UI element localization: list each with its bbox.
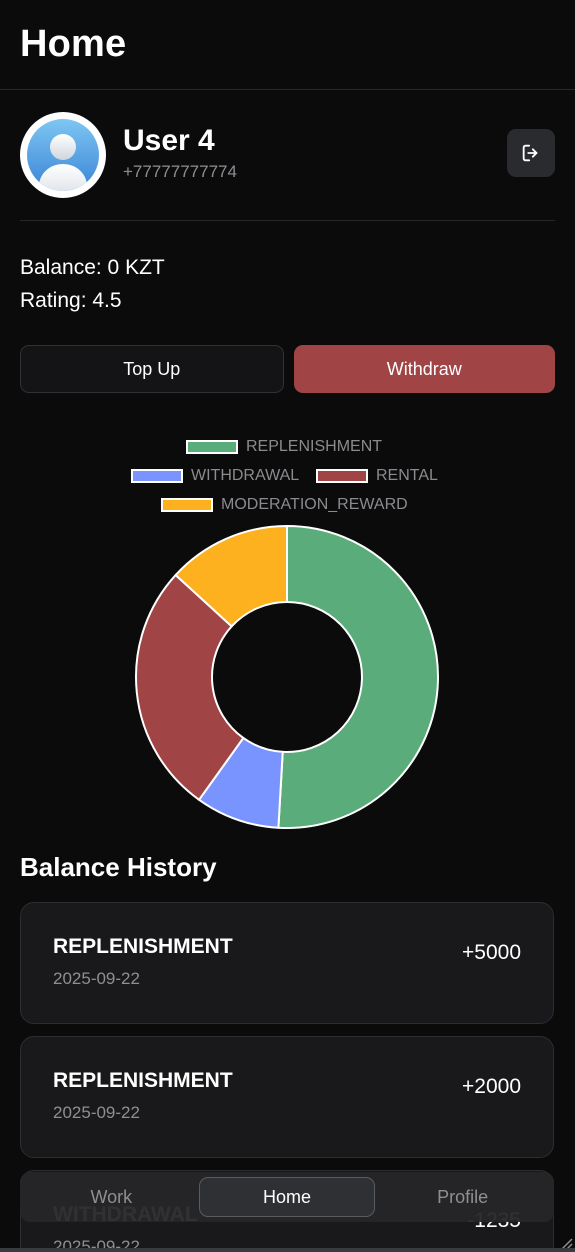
logout-button[interactable]: [507, 129, 555, 177]
transaction-amount: +2000: [462, 1075, 521, 1099]
history-title: Balance History: [20, 852, 217, 883]
action-buttons: Top Up Withdraw: [20, 345, 555, 393]
tab-work[interactable]: Work: [24, 1177, 199, 1217]
page-title: Home: [20, 23, 126, 66]
logout-icon: [520, 142, 542, 164]
transaction-type: REPLENISHMENT: [53, 935, 233, 959]
tab-profile[interactable]: Profile: [375, 1177, 550, 1217]
history-item[interactable]: REPLENISHMENT 2025-09-22 +5000: [20, 902, 554, 1024]
avatar: [20, 112, 106, 198]
transaction-type: REPLENISHMENT: [53, 1069, 233, 1093]
bottom-divider: [0, 1248, 575, 1252]
history-item[interactable]: REPLENISHMENT 2025-09-22 +2000: [20, 1036, 554, 1158]
bottom-nav: Work Home Profile: [20, 1172, 554, 1222]
balance-text: Balance: 0 KZT: [20, 251, 555, 284]
app-header: Home: [0, 0, 575, 90]
donut-slice-replenishment[interactable]: [278, 526, 438, 828]
doughnut-chart: [0, 429, 575, 849]
top-up-button[interactable]: Top Up: [20, 345, 284, 393]
transaction-amount: +5000: [462, 941, 521, 965]
user-info: User 4 +77777777774: [123, 124, 237, 182]
profile-section: User 4 +77777777774: [20, 110, 555, 221]
user-phone: +77777777774: [123, 162, 237, 182]
withdraw-button[interactable]: Withdraw: [294, 345, 556, 393]
transaction-date: 2025-09-22: [53, 1103, 140, 1123]
user-avatar-icon: [26, 118, 100, 192]
user-name: User 4: [123, 124, 237, 158]
balance-chart: REPLENISHMENT WITHDRAWAL RENTAL MODERATI…: [0, 429, 575, 849]
rating-text: Rating: 4.5: [20, 284, 555, 317]
transaction-date: 2025-09-22: [53, 969, 140, 989]
stats: Balance: 0 KZT Rating: 4.5: [20, 251, 555, 317]
tab-home[interactable]: Home: [199, 1177, 376, 1217]
